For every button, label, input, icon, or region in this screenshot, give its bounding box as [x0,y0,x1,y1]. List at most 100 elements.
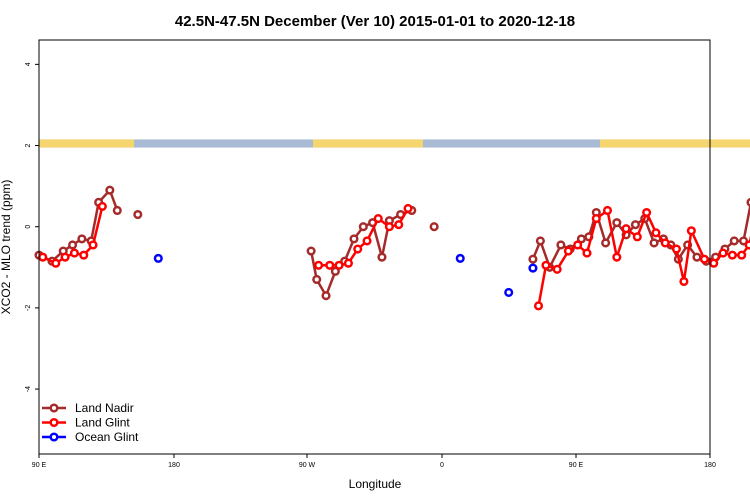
data-point [660,238,670,248]
data-point [343,258,353,268]
y-axis: -4 -2 0 2 4 [25,62,39,392]
legend-entry: Ocean Glint [75,430,139,444]
data-point [133,209,143,220]
data-point [679,276,689,287]
data-point [504,287,514,298]
data-point [349,234,359,244]
x-tick-label: 0 [440,462,444,469]
plot-frame [38,39,711,455]
legend-entry: Land Glint [75,416,130,430]
legend-marker [49,403,59,413]
data-point [612,218,622,228]
series-ocean-glint [153,253,538,298]
data-point [671,244,682,254]
data-point [97,201,107,211]
x-tick-label: 180 [704,462,716,469]
data-point [737,250,747,260]
data-point [541,260,551,270]
data-point [403,203,413,213]
data-point [528,254,538,264]
data-point [612,252,622,262]
y-tick-label: 4 [25,62,32,66]
land-ocean-band [39,139,750,148]
series-land-nadir [34,185,750,301]
x-tick-label: 90 E [32,462,47,469]
data-point [373,214,383,224]
data-point [642,207,652,218]
data-point [535,236,545,246]
data-point [582,248,592,258]
data-point [325,260,335,270]
series-line [318,207,410,267]
data-point [69,248,79,258]
data-point [79,250,89,260]
data-point [699,254,709,264]
data-point [153,253,163,263]
data-point [384,222,394,232]
data-point [576,234,586,244]
data-point [744,240,750,250]
data-point [621,224,631,234]
data-point [727,250,737,260]
data-point [729,236,739,246]
data-point [330,266,340,276]
land-band-segment [600,139,750,148]
data-point [649,238,659,248]
data-point [601,238,611,248]
data-point [591,214,601,224]
data-point [88,240,98,250]
data-point [651,228,661,238]
y-tick-label: -2 [25,305,32,311]
series-land-glint [38,201,750,311]
data-point [632,232,642,242]
data-point [394,220,404,230]
data-point [630,220,640,230]
data-point [68,240,78,250]
data-point [746,197,750,207]
land-band-segment [312,139,423,148]
x-axis: 90 E 180 90 W 0 90 E 180 [32,454,716,469]
legend-entry: Land Nadir [75,401,134,415]
data-point [321,291,331,301]
data-point [718,248,728,258]
data-point [77,234,87,244]
data-point [334,260,344,270]
x-tick-label: 90 W [299,462,316,469]
data-point [60,252,70,262]
data-point [362,236,372,246]
legend-marker [49,432,59,442]
data-point [709,258,719,268]
data-point [105,185,115,195]
data-point [353,244,363,254]
data-point [563,246,573,256]
data-point [692,252,702,262]
data-point [358,222,368,232]
data-point [38,252,48,262]
x-axis-label: Longitude [349,477,402,491]
data-point [552,264,562,274]
chart-title: 42.5N-47.5N December (Ver 10) 2015-01-01… [175,13,575,30]
data-point [686,226,696,236]
x-tick-label: 90 E [569,462,584,469]
legend-marker [49,417,59,428]
data-point [602,205,613,216]
y-tick-label: 0 [25,225,32,229]
land-band-segment [39,139,135,148]
y-tick-label: -4 [25,386,32,392]
data-point [314,260,324,270]
data-point [429,222,439,232]
data-point [51,258,61,268]
data-point [455,253,465,263]
data-point [377,252,387,262]
data-point [533,301,544,311]
data-point [306,246,316,256]
x-tick-label: 180 [168,462,180,469]
data-point [312,274,322,285]
data-point [528,263,538,273]
data-point [573,240,583,250]
y-axis-label: XCO2 - MLO trend (ppm) [0,180,13,315]
data-point [556,240,566,250]
y-tick-label: 2 [25,143,32,147]
